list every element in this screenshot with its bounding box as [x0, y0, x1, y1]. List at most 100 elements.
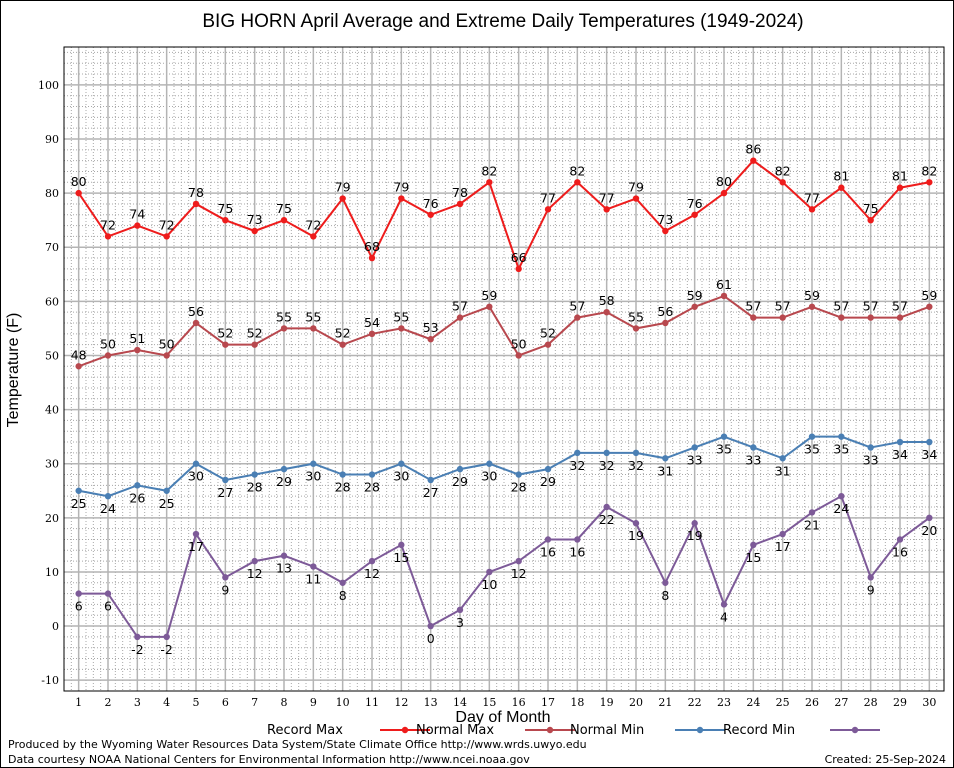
- normal-min-data-label: 28: [247, 480, 263, 495]
- record-min-data-label: 16: [892, 544, 908, 559]
- normal-min-data-label: 25: [159, 496, 175, 511]
- normal-max-point: [368, 330, 376, 338]
- x-tick-label: 26: [805, 696, 819, 709]
- record-max-line: [77, 159, 930, 272]
- normal-min-data-label: 35: [833, 442, 849, 457]
- record-max-point: [779, 179, 786, 186]
- record-min-point: [456, 606, 464, 614]
- record-max-point: [574, 179, 581, 186]
- record-min-data-label: 21: [804, 517, 820, 532]
- normal-min-data-label: 33: [863, 452, 879, 467]
- legend-item-normal-max: Normal Max: [416, 723, 575, 738]
- record-min-data-label: 15: [745, 550, 761, 565]
- normal-max-data-label: 58: [599, 293, 615, 308]
- record-min-point: [427, 622, 434, 630]
- series-layer: 8072747278757375727968797678826677827779…: [71, 142, 938, 657]
- normal-min-point: [515, 471, 522, 478]
- record-min-point: [515, 557, 522, 565]
- record-min-point: [222, 574, 229, 581]
- record-min-data-label: 12: [247, 566, 263, 581]
- record-max-data-label: 73: [657, 212, 673, 227]
- record-min-point: [310, 563, 317, 570]
- normal-max-point: [222, 341, 229, 348]
- x-tick-label: 3: [134, 696, 141, 709]
- record-min-point: [691, 520, 698, 527]
- record-max-data-label: 75: [863, 201, 879, 216]
- record-max-point: [427, 211, 434, 218]
- normal-min-point: [544, 465, 552, 473]
- normal-max-point: [750, 314, 757, 321]
- normal-min-point: [632, 449, 640, 457]
- record-min-data-label: 9: [221, 582, 229, 597]
- record-max-point: [720, 189, 728, 197]
- legend: Record Max Normal Max Normal Min Record Min: [267, 723, 880, 738]
- y-tick-label: -10: [41, 674, 59, 687]
- record-max-data-label: 78: [188, 185, 204, 200]
- normal-max-point: [867, 314, 874, 321]
- normal-min-point: [280, 465, 288, 473]
- normal-max-data-label: 57: [569, 299, 585, 314]
- normal-max-data-label: 48: [71, 347, 87, 362]
- normal-max-data-label: 55: [628, 309, 644, 324]
- normal-max-point: [838, 314, 845, 321]
- normal-min-point: [486, 460, 493, 467]
- normal-max-point: [896, 314, 904, 321]
- x-tick-label: 10: [336, 696, 350, 709]
- x-tick-label: 29: [893, 696, 907, 709]
- record-max-point: [368, 254, 376, 262]
- record-min-data-label: 19: [687, 528, 703, 543]
- record-min-data-label: 8: [661, 588, 669, 603]
- normal-max-data-label: 57: [863, 299, 879, 314]
- record-min-point: [486, 568, 493, 576]
- record-min-data-label: 6: [75, 599, 83, 614]
- record-min-point: [134, 633, 141, 641]
- record-min-data-label: 3: [456, 615, 464, 630]
- record-max-point: [691, 211, 698, 218]
- record-max-data-label: 79: [628, 180, 644, 195]
- chart-title: BIG HORN April Average and Extreme Daily…: [202, 11, 803, 32]
- record-min-data-label: 22: [599, 512, 615, 527]
- normal-min-data-label: 28: [511, 480, 527, 495]
- normal-max-data-label: 51: [129, 331, 145, 346]
- normal-min-data-label: 29: [452, 474, 468, 489]
- record-max-point: [192, 200, 200, 208]
- record-max-point: [486, 179, 493, 186]
- normal-min-point: [896, 438, 904, 446]
- x-tick-label: 13: [424, 696, 438, 709]
- normal-min-data-label: 32: [599, 458, 615, 473]
- x-tick-label: 9: [310, 696, 317, 709]
- record-min-point: [603, 503, 610, 511]
- record-min-point: [662, 579, 669, 586]
- normal-max-point: [163, 352, 170, 359]
- x-tick-label: 30: [922, 696, 936, 709]
- x-tick-label: 2: [105, 696, 112, 709]
- x-tick-label: 16: [512, 696, 526, 709]
- normal-min-point: [251, 471, 258, 478]
- normal-max-point: [104, 352, 112, 359]
- footer-created-date: Created: 25-Sep-2024: [825, 753, 946, 766]
- record-max-data-label: 79: [335, 180, 351, 195]
- record-min-point: [104, 590, 112, 597]
- normal-min-point: [838, 433, 845, 440]
- record-min-point: [867, 574, 874, 581]
- normal-max-data-label: 57: [892, 299, 908, 314]
- record-max-data-label: 68: [364, 239, 380, 254]
- record-max-data-label: 76: [423, 196, 439, 211]
- legend-marker-swatch: [546, 726, 554, 734]
- x-tick-label: 19: [600, 696, 614, 709]
- normal-min-data-label: 30: [188, 469, 204, 484]
- normal-max-point: [280, 325, 288, 332]
- y-tick-label: 80: [45, 187, 59, 200]
- normal-max-point: [574, 314, 581, 321]
- normal-max-data-label: 56: [188, 304, 204, 319]
- record-max-data-label: 82: [481, 163, 497, 178]
- normal-min-data-label: 28: [335, 480, 351, 495]
- record-max-point: [310, 233, 317, 240]
- normal-max-data-label: 52: [247, 326, 263, 341]
- record-min-point: [192, 530, 200, 538]
- x-tick-label: 12: [394, 696, 408, 709]
- record-min-data-label: 24: [833, 501, 849, 516]
- record-max-data-label: 77: [599, 190, 615, 205]
- normal-max-point: [662, 319, 669, 327]
- normal-min-data-label: 33: [687, 452, 703, 467]
